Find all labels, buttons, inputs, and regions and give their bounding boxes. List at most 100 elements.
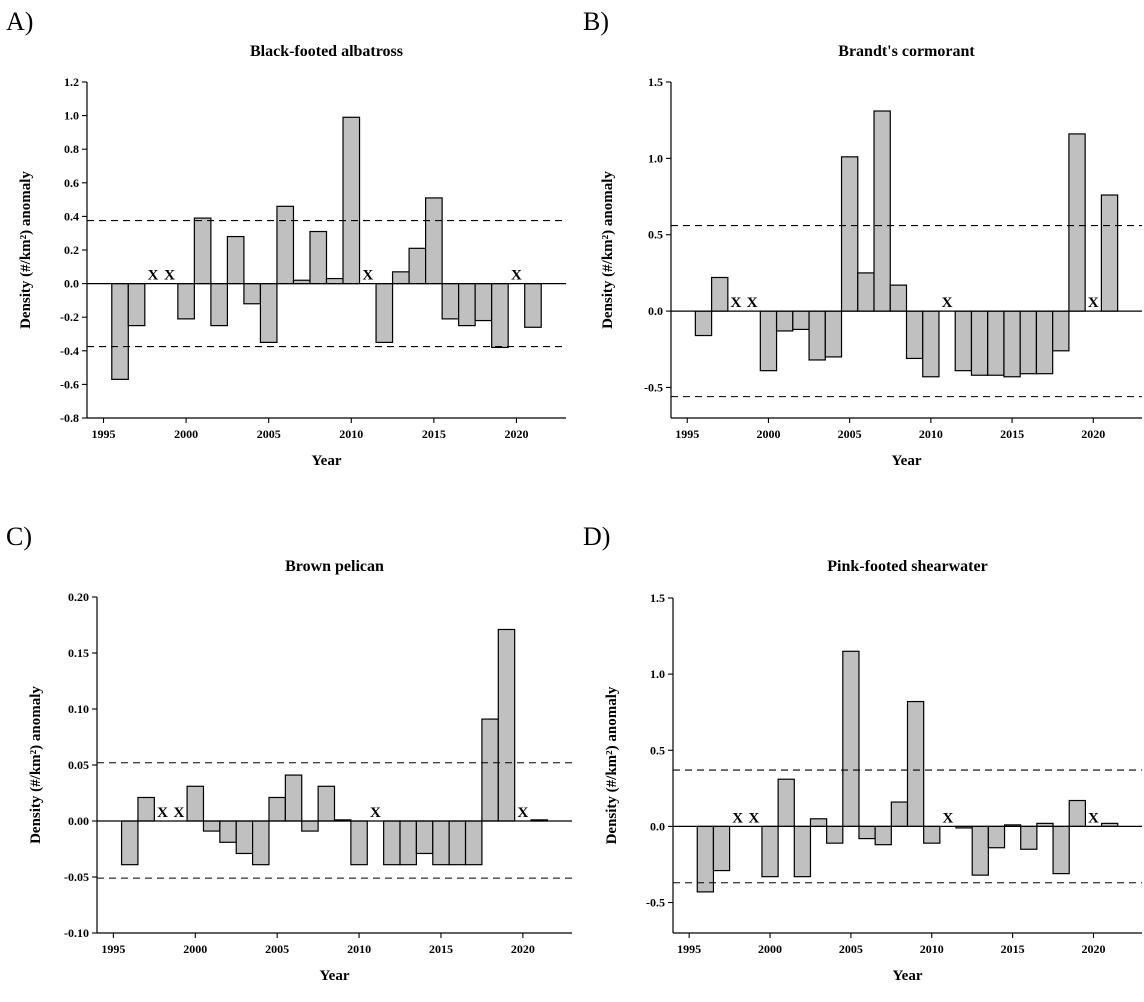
bar-2009 — [905, 310, 924, 360]
x-tick-label: 2015 — [1000, 427, 1024, 441]
x-axis-label: Year — [312, 453, 342, 469]
missing-year-marker-1998: X — [732, 810, 743, 826]
bar-1996 — [111, 283, 129, 380]
bar-2021 — [524, 283, 542, 328]
bar-2019 — [497, 628, 516, 822]
y-tick-label: 1.0 — [650, 667, 665, 681]
y-tick-label: 0.8 — [64, 142, 79, 156]
y-tick-label: 0.0 — [64, 277, 79, 291]
bar-2014 — [415, 820, 434, 855]
missing-year-marker-2020: X — [1088, 295, 1099, 311]
missing-year-marker-2011: X — [942, 295, 953, 311]
bar-2003 — [808, 310, 826, 361]
bar-2000 — [177, 283, 195, 320]
x-tick-label: 2020 — [504, 427, 528, 441]
bar-2013 — [391, 271, 410, 285]
bar-2008 — [890, 801, 909, 828]
missing-year-marker-1999: X — [748, 810, 759, 826]
missing-year-marker-1998: X — [731, 295, 742, 311]
bar-2000 — [761, 825, 779, 878]
y-tick-label: 1.5 — [648, 75, 663, 89]
bar-2001 — [775, 310, 794, 332]
y-tick-label: 1.0 — [648, 151, 663, 165]
missing-year-marker-1999: X — [164, 268, 175, 284]
x-tick-label: 2020 — [511, 942, 535, 956]
bar-2015 — [1003, 310, 1021, 378]
chart-title: Black-footed albatross — [250, 43, 403, 60]
bar-1997 — [712, 825, 731, 872]
bar-2002 — [219, 820, 237, 843]
x-tick-label: 2015 — [422, 427, 446, 441]
bar-2008 — [317, 785, 336, 822]
bar-2017 — [458, 283, 476, 327]
bar-1997 — [127, 283, 146, 327]
panel-letter: A) — [6, 7, 33, 36]
bar-2001 — [202, 820, 221, 832]
missing-year-marker-1999: X — [747, 295, 758, 311]
bar-2010 — [342, 116, 361, 285]
y-tick-label: -0.5 — [646, 896, 665, 910]
bar-2003 — [226, 235, 245, 285]
x-tick-label: 1995 — [677, 942, 701, 956]
missing-year-marker-1998: X — [148, 268, 159, 284]
y-tick-label: 1.5 — [650, 591, 665, 605]
x-tick-label: 2020 — [1081, 427, 1105, 441]
bar-2008 — [309, 230, 328, 285]
chart-title: Brandt's cormorant — [838, 43, 975, 60]
bar-2009 — [325, 277, 344, 285]
bar-2006 — [858, 825, 876, 840]
bar-2013 — [970, 310, 989, 376]
y-axis-label: Density (#/km²) anomaly — [28, 686, 44, 844]
bar-2021 — [1100, 194, 1119, 312]
bar-2012 — [383, 820, 401, 866]
missing-year-marker-2011: X — [370, 805, 381, 821]
missing-year-marker-2020: X — [511, 268, 522, 284]
missing-year-marker-1999: X — [173, 805, 184, 821]
bar-2012 — [375, 283, 394, 344]
missing-year-marker-2011: X — [362, 268, 373, 284]
bar-2016 — [1020, 825, 1038, 850]
bar-2018 — [474, 283, 493, 322]
bar-2015 — [432, 820, 450, 866]
bar-2003 — [809, 818, 828, 828]
y-tick-label: 1.0 — [64, 109, 79, 123]
bar-2019 — [1068, 799, 1086, 828]
bar-2007 — [873, 110, 891, 312]
bar-2001 — [777, 778, 795, 828]
bar-2006 — [276, 205, 295, 285]
chart-title: Brown pelican — [285, 558, 384, 575]
bar-2005 — [842, 650, 860, 828]
bar-2010 — [923, 825, 941, 844]
bar-1996 — [696, 825, 715, 893]
y-tick-label: 0.0 — [648, 304, 663, 318]
missing-year-marker-1998: X — [157, 805, 168, 821]
y-tick-label: -0.10 — [64, 926, 89, 940]
bar-2005 — [840, 156, 859, 312]
bar-2002 — [792, 310, 810, 331]
y-tick-label: 0.5 — [648, 228, 663, 242]
panel-letter: B) — [583, 7, 609, 36]
x-tick-label: 2010 — [919, 427, 943, 441]
x-axis-label: Year — [892, 453, 922, 469]
x-tick-label: 2005 — [257, 427, 281, 441]
missing-year-marker-2020: X — [1088, 810, 1099, 826]
y-tick-label: -0.05 — [64, 870, 89, 884]
bar-2001 — [193, 217, 212, 285]
bar-2002 — [793, 825, 812, 878]
missing-year-marker-2020: X — [517, 805, 528, 821]
x-tick-label: 2000 — [174, 427, 198, 441]
bar-2009 — [906, 700, 925, 828]
y-axis-label: Density (#/km²) anomaly — [604, 686, 620, 844]
y-tick-label: 0.15 — [68, 646, 89, 660]
y-tick-label: -0.5 — [644, 380, 663, 394]
y-tick-label: 0.6 — [64, 176, 79, 190]
bar-2015 — [425, 197, 443, 285]
bar-2016 — [441, 283, 460, 320]
y-tick-label: -0.8 — [60, 411, 79, 425]
y-tick-label: 0.5 — [650, 743, 665, 757]
bar-2000 — [186, 785, 205, 822]
x-tick-label: 2000 — [183, 942, 207, 956]
bar-2007 — [874, 825, 892, 846]
